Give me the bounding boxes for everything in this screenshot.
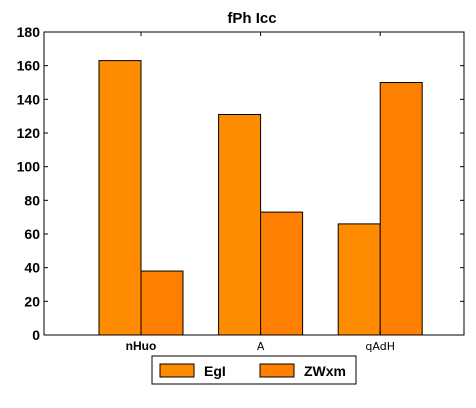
x-tick-label: qAdH [365, 340, 395, 353]
y-tick-label: 180 [17, 24, 41, 40]
y-tick-label: 100 [17, 159, 41, 175]
y-tick-label: 140 [17, 91, 41, 107]
x-tick-label: A [257, 340, 265, 353]
y-tick-label: 60 [24, 226, 40, 242]
legend-label-ZWxm: ZWxm [304, 363, 346, 379]
bar-EgI-qAdH [337, 223, 381, 336]
x-tick-label: nHuo [126, 339, 157, 353]
bars-group [98, 60, 423, 336]
y-tick-label: 0 [32, 327, 40, 343]
bar-ZWxm-A [260, 211, 304, 336]
y-tick-label: 160 [17, 58, 41, 74]
bar-ZWxm-qAdH [379, 82, 423, 336]
y-tick-label: 40 [24, 260, 40, 276]
bar-EgI-nHuo [98, 60, 142, 336]
legend-label-EgI: EgI [204, 363, 226, 379]
chart-title: fPh Icc [227, 10, 276, 27]
bar-EgI-A [218, 113, 262, 336]
y-tick-label: 120 [17, 125, 41, 141]
y-tick-label: 80 [24, 192, 40, 208]
legend: EgI ZWxm [151, 355, 357, 385]
plot-frame [43, 31, 465, 336]
legend-swatch-EgI [159, 363, 195, 378]
y-axis: 0 20 40 60 80 100 120 140 160 180 [17, 24, 464, 343]
y-tick-label: 20 [24, 293, 40, 309]
legend-swatch-ZWxm [259, 363, 295, 378]
bar-ZWxm-nHuo [140, 270, 184, 336]
